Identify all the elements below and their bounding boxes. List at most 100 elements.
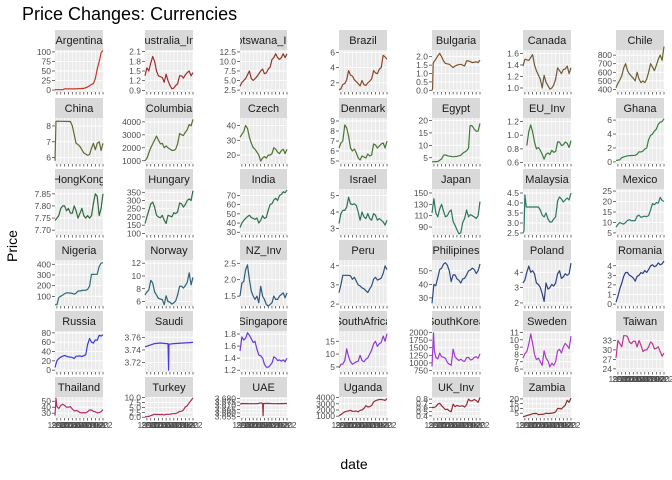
x-tick-label: 2020 — [558, 420, 577, 430]
facet-nz-inv: NZ_Inv 1.5 2.0 2.5 — [224, 240, 288, 309]
facet-panel — [432, 331, 480, 372]
facet-thailand: Thailand30405019982000200220042006200820… — [42, 377, 113, 430]
x-tick-label: 2006 — [247, 420, 266, 430]
x-tick-label: 2016 — [172, 420, 191, 430]
facet-strip — [55, 98, 103, 118]
x-tick-label: 2008 — [444, 420, 463, 430]
facet-strip-label: Australia_Inv — [137, 35, 201, 47]
y-tick-label: 1.8 — [129, 56, 141, 66]
y-tick-label: 0.8 — [507, 144, 519, 154]
x-tick-label: 2000 — [51, 420, 70, 430]
facet-strip-label: UK_Inv — [438, 382, 475, 394]
y-tick-label: 4 — [607, 129, 612, 139]
facet-panel — [523, 50, 571, 92]
series-line — [239, 332, 288, 368]
facet-strip — [616, 30, 664, 50]
y-tick-label: 250 — [127, 204, 141, 214]
y-tick-label: 0 — [607, 299, 612, 309]
facet-strip-label: HongKong — [53, 174, 105, 186]
y-tick-label: 27 — [603, 354, 613, 364]
x-tick-label: 2010 — [354, 420, 373, 430]
y-tick-label: 700 — [598, 59, 612, 69]
x-tick-label: 2010 — [447, 420, 466, 430]
x-tick-label: 2006 — [624, 374, 643, 384]
x-tick-label: 2014 — [639, 374, 658, 384]
x-tick-label: 2022 — [378, 420, 397, 430]
y-tick-label: 7 — [330, 136, 335, 146]
series-line — [615, 46, 665, 88]
series-line — [615, 335, 665, 358]
y-tick-label: 0 — [46, 365, 51, 375]
series-line — [338, 54, 388, 91]
facet-strip-label: Thailand — [58, 382, 100, 394]
y-tick-label: 2.5 — [129, 407, 141, 417]
facet-canada: Canada 1.0 1.21.4 1.6 — [507, 30, 572, 95]
y-tick-label: 1.0 — [507, 130, 519, 140]
y-tick-label: 1750 — [409, 335, 428, 345]
facet-strip-label: Zambia — [529, 382, 567, 394]
y-tick-label: 150 — [414, 188, 428, 198]
y-tick-label: 2000 — [409, 328, 428, 338]
y-tick-label: 6 — [330, 47, 335, 57]
y-tick-label: 3.0 — [507, 218, 519, 228]
y-tick-label: 0.6 — [416, 403, 428, 413]
x-axis-label: date — [340, 456, 368, 472]
facet-panel — [55, 260, 103, 306]
y-tick-label: 15 — [419, 128, 429, 138]
y-tick-label: 7.85 — [34, 189, 51, 199]
series-line — [239, 124, 288, 162]
facet-strip — [240, 30, 287, 50]
y-tick-label: 300 — [37, 270, 51, 280]
y-tick-label: 1.6 — [224, 341, 236, 351]
y-tick-label: 1.5 — [129, 66, 141, 76]
y-tick-label: 1000 — [409, 358, 428, 368]
facet-panel — [240, 331, 287, 372]
x-tick-label: 2016 — [266, 420, 285, 430]
facet-israel: Israel 3 4 5 — [330, 169, 388, 238]
y-tick-label: 5 — [607, 228, 612, 238]
y-tick-label: 0.6 — [507, 158, 519, 168]
y-tick-label: 2.5 — [224, 258, 236, 268]
y-tick-label: 15 — [326, 336, 336, 346]
facet-panel — [339, 260, 387, 306]
y-tick-label: 2.0 — [416, 52, 428, 62]
x-tick-label: 2000 — [612, 374, 631, 384]
x-tick-label: 1998 — [331, 420, 350, 430]
y-tick-label: 1.5 — [224, 291, 236, 301]
y-tick-label: 3.660 — [215, 408, 237, 418]
y-tick-label: 150 — [127, 220, 141, 230]
x-tick-label: 2010 — [631, 374, 650, 384]
y-tick-label: 1.0 — [416, 69, 428, 79]
facet-strip — [339, 169, 387, 189]
facet-panel — [616, 331, 664, 372]
y-tick-label: 130 — [414, 199, 428, 209]
y-tick-label: 5 — [423, 153, 428, 163]
x-tick-label: 2020 — [651, 374, 670, 384]
x-tick-label: 2004 — [149, 420, 168, 430]
y-tick-label: 4 — [514, 267, 519, 277]
x-tick-label: 2006 — [347, 420, 366, 430]
x-tick-label: 2012 — [259, 420, 278, 430]
series-line — [338, 398, 388, 417]
y-tick-label: 10 — [510, 335, 520, 345]
x-tick-label: 2002 — [55, 420, 74, 430]
facet-strip — [55, 30, 103, 50]
x-tick-label: 2014 — [362, 420, 381, 430]
series-line — [54, 193, 104, 221]
x-tick-label: 2020 — [90, 420, 109, 430]
x-tick-label: 2002 — [339, 420, 358, 430]
facet-strip-label: Botswana_Inv — [229, 35, 299, 47]
series-line — [431, 123, 481, 163]
facet-malaysia: Malaysia 2.53.03.54.04.5 — [507, 169, 572, 238]
y-tick-label: 7 — [46, 137, 51, 147]
y-tick-label: 3.680 — [215, 393, 237, 403]
facet-strip-label: Mexico — [623, 174, 658, 186]
y-tick-label: 4 — [330, 261, 335, 271]
facet-strip — [339, 98, 387, 118]
y-tick-label: 50 — [419, 266, 429, 276]
facet-strip-label: Nigeria — [62, 245, 98, 257]
x-tick-label: 2000 — [335, 420, 354, 430]
